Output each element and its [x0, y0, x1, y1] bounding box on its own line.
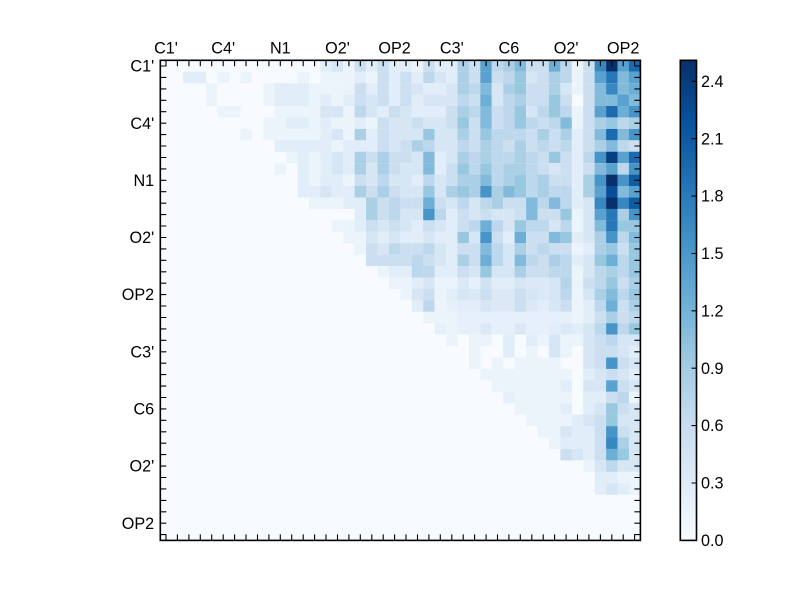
svg-text:O2': O2' — [325, 39, 350, 57]
svg-text:O2': O2' — [130, 458, 155, 476]
svg-text:C1': C1' — [130, 58, 154, 76]
svg-text:N1: N1 — [270, 39, 291, 57]
svg-text:OP2: OP2 — [607, 39, 639, 57]
svg-text:C3': C3' — [130, 343, 154, 361]
svg-text:1.8: 1.8 — [701, 188, 724, 206]
svg-text:0.9: 0.9 — [701, 360, 724, 378]
svg-text:O2': O2' — [554, 39, 579, 57]
svg-text:C6: C6 — [499, 39, 520, 57]
svg-text:OP2: OP2 — [378, 39, 410, 57]
svg-text:C4': C4' — [211, 39, 235, 57]
svg-text:O2': O2' — [130, 229, 155, 247]
svg-text:OP2: OP2 — [122, 286, 154, 304]
svg-text:2.1: 2.1 — [701, 130, 724, 148]
svg-text:1.2: 1.2 — [701, 302, 724, 320]
svg-text:N1: N1 — [133, 172, 154, 190]
svg-text:0.6: 0.6 — [701, 417, 724, 435]
svg-text:0.3: 0.3 — [701, 475, 724, 493]
svg-text:C4': C4' — [130, 115, 154, 133]
svg-text:OP2: OP2 — [122, 515, 154, 533]
svg-text:2.4: 2.4 — [701, 73, 724, 91]
svg-text:C6: C6 — [133, 401, 154, 419]
svg-text:C3': C3' — [440, 39, 464, 57]
svg-text:0.0: 0.0 — [701, 532, 724, 550]
svg-text:C1': C1' — [154, 39, 178, 57]
svg-text:1.5: 1.5 — [701, 245, 724, 263]
